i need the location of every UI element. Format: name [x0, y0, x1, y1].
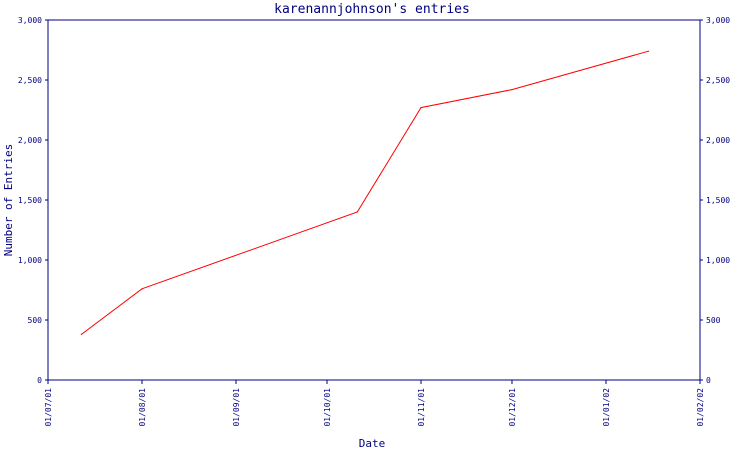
x-tick-label: 01/01/02 [602, 388, 611, 427]
y-axis-label: Number of Entries [2, 144, 15, 257]
x-tick-label: 01/07/01 [44, 388, 53, 427]
y-tick-label-left: 2,000 [18, 136, 42, 145]
data-point [511, 89, 513, 91]
x-tick-label: 01/12/01 [508, 388, 517, 427]
data-point [141, 288, 143, 290]
y-tick-label-left: 1,500 [18, 196, 42, 205]
y-tick-label-right: 2,000 [706, 136, 730, 145]
y-tick-label-left: 0 [37, 376, 42, 385]
y-tick-label-right: 2,500 [706, 76, 730, 85]
y-tick-label-right: 1,500 [706, 196, 730, 205]
axes [47, 19, 701, 381]
x-axis-label: Date [359, 437, 386, 450]
data-point [647, 50, 650, 52]
data-point [356, 211, 358, 213]
y-tick-label-right: 3,000 [706, 16, 730, 25]
y-tick-label-left: 1,000 [18, 256, 42, 265]
x-tick-label: 01/02/02 [696, 388, 705, 427]
series [80, 50, 650, 335]
ticks: 0 0 500 500 1,000 1,000 1,500 1,500 2,000 2,000 2,… [18, 16, 730, 427]
x-tick-label: 01/09/01 [232, 388, 241, 427]
data-point [80, 333, 82, 335]
series-line [81, 50, 649, 335]
chart-title: karenannjohnson's entries [274, 2, 470, 17]
y-tick-label-left: 500 [28, 316, 43, 325]
x-tick-label: 01/11/01 [417, 388, 426, 427]
y-tick-label-left: 2,500 [18, 76, 42, 85]
x-tick-label: 01/08/01 [138, 388, 147, 427]
y-tick-label-right: 0 [706, 376, 711, 385]
y-tick-label-right: 500 [706, 316, 721, 325]
y-tick-label-left: 3,000 [18, 16, 42, 25]
y-tick-label-right: 1,000 [706, 256, 730, 265]
x-tick-label: 01/10/01 [323, 388, 332, 427]
data-point [420, 107, 422, 109]
